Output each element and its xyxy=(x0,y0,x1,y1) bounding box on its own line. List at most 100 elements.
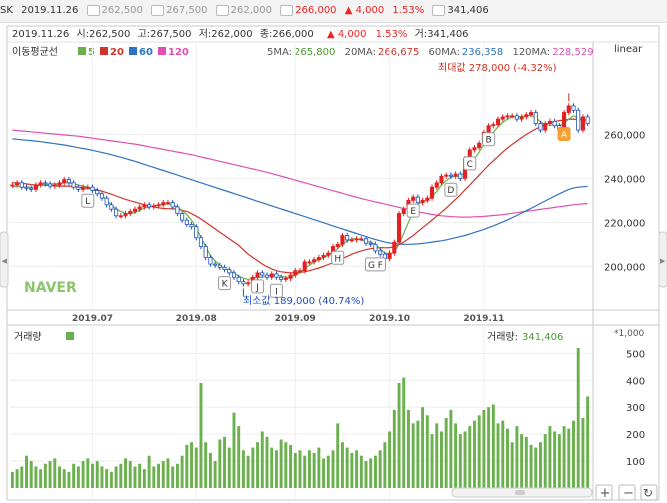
volume-bar xyxy=(180,455,184,488)
candle-body xyxy=(15,182,20,186)
candle-body xyxy=(118,215,123,218)
volume-bar xyxy=(345,447,349,488)
volume-icon xyxy=(432,4,446,16)
candle-body xyxy=(283,277,288,280)
candle-body xyxy=(76,186,81,190)
event-marker-d[interactable]: D xyxy=(444,182,458,197)
volume-bar xyxy=(449,409,453,488)
volume-bar xyxy=(91,463,94,488)
event-marker-l[interactable]: L xyxy=(81,193,95,208)
ma60-line xyxy=(12,138,588,245)
volume-bar xyxy=(204,442,208,488)
volume-y-tick-label: 100 xyxy=(626,457,645,468)
volume-bar xyxy=(364,461,368,488)
volume-bar xyxy=(539,442,542,488)
volume-bar xyxy=(340,442,344,488)
volume-bar xyxy=(435,423,439,488)
volume-bar xyxy=(147,455,151,488)
event-marker-e[interactable]: E xyxy=(406,203,420,218)
candle-body xyxy=(472,147,477,151)
candle-body xyxy=(543,123,548,131)
ma120-legend-label: 120 xyxy=(168,47,189,58)
volume-bar xyxy=(510,442,514,488)
volume-y-tick-label: 300 xyxy=(626,403,645,414)
date-label: 2019.11.26 xyxy=(21,5,79,16)
event-marker-label: A xyxy=(561,131,568,141)
open-value: 262,500 xyxy=(86,4,143,16)
volume-bar xyxy=(562,426,566,488)
candle-body xyxy=(43,182,48,185)
event-marker-b[interactable]: B xyxy=(482,132,496,147)
candle-body xyxy=(151,205,156,208)
candle-body xyxy=(52,184,57,187)
volume-bar xyxy=(208,453,212,488)
event-markers[interactable]: L K J I H G F E D C B A xyxy=(81,127,571,298)
candle-body xyxy=(19,182,24,188)
volume-bar xyxy=(190,442,194,488)
volume-bar xyxy=(491,404,495,488)
candle-body xyxy=(241,281,246,285)
event-marker-label: D xyxy=(447,186,454,196)
candle-body xyxy=(335,243,340,247)
event-marker-j[interactable]: J xyxy=(251,279,265,294)
candle-body xyxy=(519,116,524,120)
volume-bar xyxy=(128,461,132,488)
event-marker-label: G F xyxy=(368,261,383,271)
ma-legend-title: 이동평균선 xyxy=(12,46,58,58)
event-marker-label: H xyxy=(334,254,341,264)
volume-bar xyxy=(185,444,189,488)
candle-body xyxy=(576,109,581,131)
event-marker-c[interactable]: C xyxy=(463,156,477,171)
left-scroll-handle[interactable] xyxy=(0,231,9,288)
volume-bar xyxy=(142,469,146,488)
stock-chart[interactable]: ◀ ▶ 2019.11.26 시:262,500 고:267,500 저:262… xyxy=(0,22,667,503)
ma20-swatch xyxy=(100,47,108,55)
volume-bar xyxy=(284,442,288,488)
event-marker-label: I xyxy=(275,287,278,297)
candle-body xyxy=(264,274,270,278)
scale-mode-toggle[interactable]: linear xyxy=(614,44,643,55)
event-marker-i[interactable]: I xyxy=(269,283,283,298)
candle-body xyxy=(321,254,326,258)
volume-bar xyxy=(157,463,160,488)
volume-bar xyxy=(326,455,330,488)
event-marker-box xyxy=(463,156,477,171)
zoom-out-button[interactable]: − xyxy=(618,484,636,501)
candle-body xyxy=(411,196,416,201)
event-marker-h[interactable]: H xyxy=(331,250,345,265)
zoom-in-button[interactable]: + xyxy=(595,484,613,501)
volume-bar xyxy=(270,447,274,488)
volume-bar xyxy=(331,450,335,488)
candle-body xyxy=(85,186,90,189)
ma60-swatch xyxy=(129,47,137,55)
volume-legend-swatch xyxy=(66,332,74,340)
volume-bar xyxy=(307,450,311,488)
candle-body xyxy=(401,208,406,214)
volume-bar xyxy=(237,426,241,488)
event-marker-label: J xyxy=(255,283,259,293)
event-marker-k[interactable]: K xyxy=(218,276,232,291)
ma20-legend-label: 20 xyxy=(110,47,124,58)
candle-body xyxy=(109,204,114,210)
event-marker-box xyxy=(557,127,571,142)
x-tick-label: 2019.11 xyxy=(463,314,504,324)
event-marker-a[interactable]: A xyxy=(557,127,571,142)
event-marker-label: L xyxy=(85,197,90,207)
candle-body xyxy=(227,269,232,274)
right-scroll-handle[interactable] xyxy=(658,231,667,288)
ma-legend[interactable]: 5 20 60 120 xyxy=(78,47,189,58)
candle-body xyxy=(260,272,265,276)
volume-bar xyxy=(29,461,33,488)
event-marker-g-f[interactable]: G F xyxy=(364,257,386,272)
candle-body xyxy=(387,252,392,259)
volume-bar xyxy=(581,418,585,488)
event-marker-box xyxy=(331,250,345,265)
volume-bar xyxy=(119,463,123,488)
candle-body xyxy=(208,257,213,265)
time-scrollbar-thumb[interactable] xyxy=(515,490,525,495)
candle-body xyxy=(33,184,38,190)
candle-body xyxy=(378,250,383,255)
min-annotation: 최소값 189,000 (40.74%) xyxy=(243,295,364,307)
volume-bar xyxy=(76,466,80,488)
reset-button[interactable]: ↻ xyxy=(640,484,658,501)
